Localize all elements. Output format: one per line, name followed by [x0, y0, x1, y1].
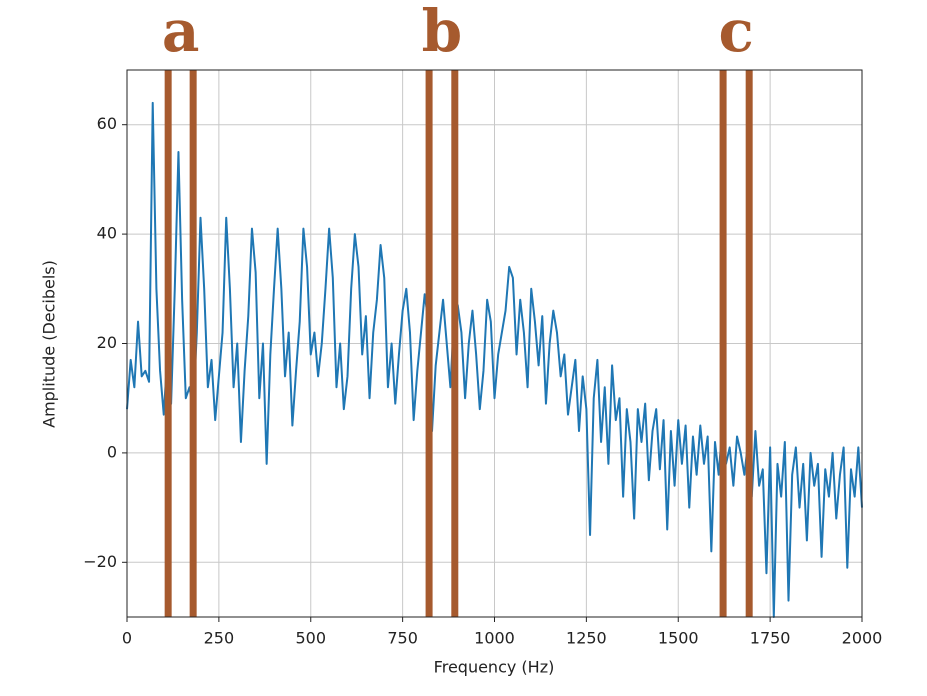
x-tick-label: 2000: [842, 629, 883, 648]
y-tick-label: −20: [83, 552, 117, 571]
plot-frame: [126, 69, 863, 618]
x-tick-label: 250: [204, 629, 235, 648]
band-label: c: [718, 0, 753, 65]
spectrum-line: [126, 101, 863, 618]
y-tick-label: 0: [107, 442, 117, 461]
x-tick-label: 1000: [474, 629, 515, 648]
band-label: b: [422, 0, 463, 65]
x-tick-label: 1500: [658, 629, 699, 648]
y-tick-label: 20: [97, 333, 117, 352]
band-label: a: [162, 0, 200, 65]
y-tick-label: 60: [97, 114, 117, 133]
x-axis-label: Frequency (Hz): [434, 658, 555, 677]
x-tick-label: 1250: [566, 629, 607, 648]
x-tick-label: 750: [387, 629, 418, 648]
y-tick-label: 40: [97, 224, 117, 243]
y-axis-label: Amplitude (Decibels): [40, 260, 59, 428]
x-tick-label: 1750: [750, 629, 791, 648]
x-tick-label: 0: [122, 629, 132, 648]
x-tick-label: 500: [295, 629, 326, 648]
